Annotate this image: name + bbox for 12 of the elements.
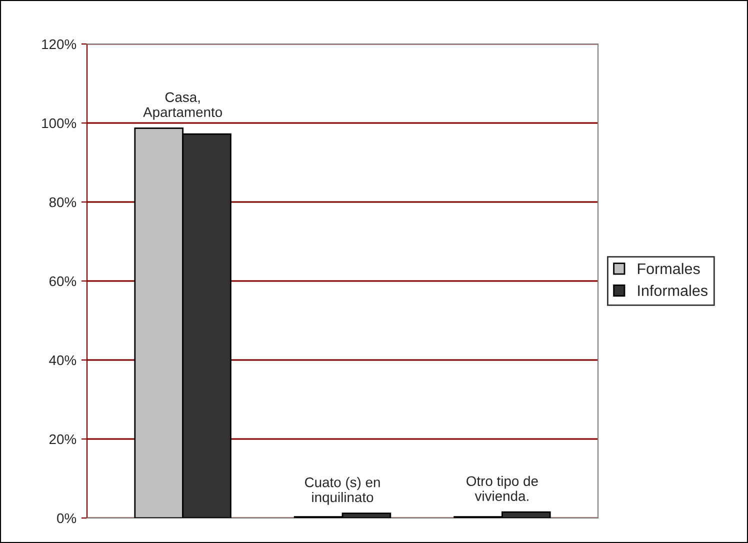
x-tick-label: Casa, Apartamento <box>143 92 222 120</box>
y-tick-label: 0% <box>57 513 76 524</box>
y-tick-label: 40% <box>49 355 76 366</box>
y-tick-label: 20% <box>49 434 76 444</box>
y-tick-label: 80% <box>49 197 76 208</box>
x-tick-label: Otro tipo de vivienda. <box>466 476 538 501</box>
x-tick-label: Cuato (s) en inquilinato <box>304 477 380 505</box>
legend-label: Informales <box>638 284 708 296</box>
legend-label: Formales <box>638 262 700 274</box>
y-tick-label: 100% <box>42 118 76 128</box>
y-tick-label: 60% <box>49 276 76 286</box>
y-tick-label: 120% <box>42 39 76 50</box>
